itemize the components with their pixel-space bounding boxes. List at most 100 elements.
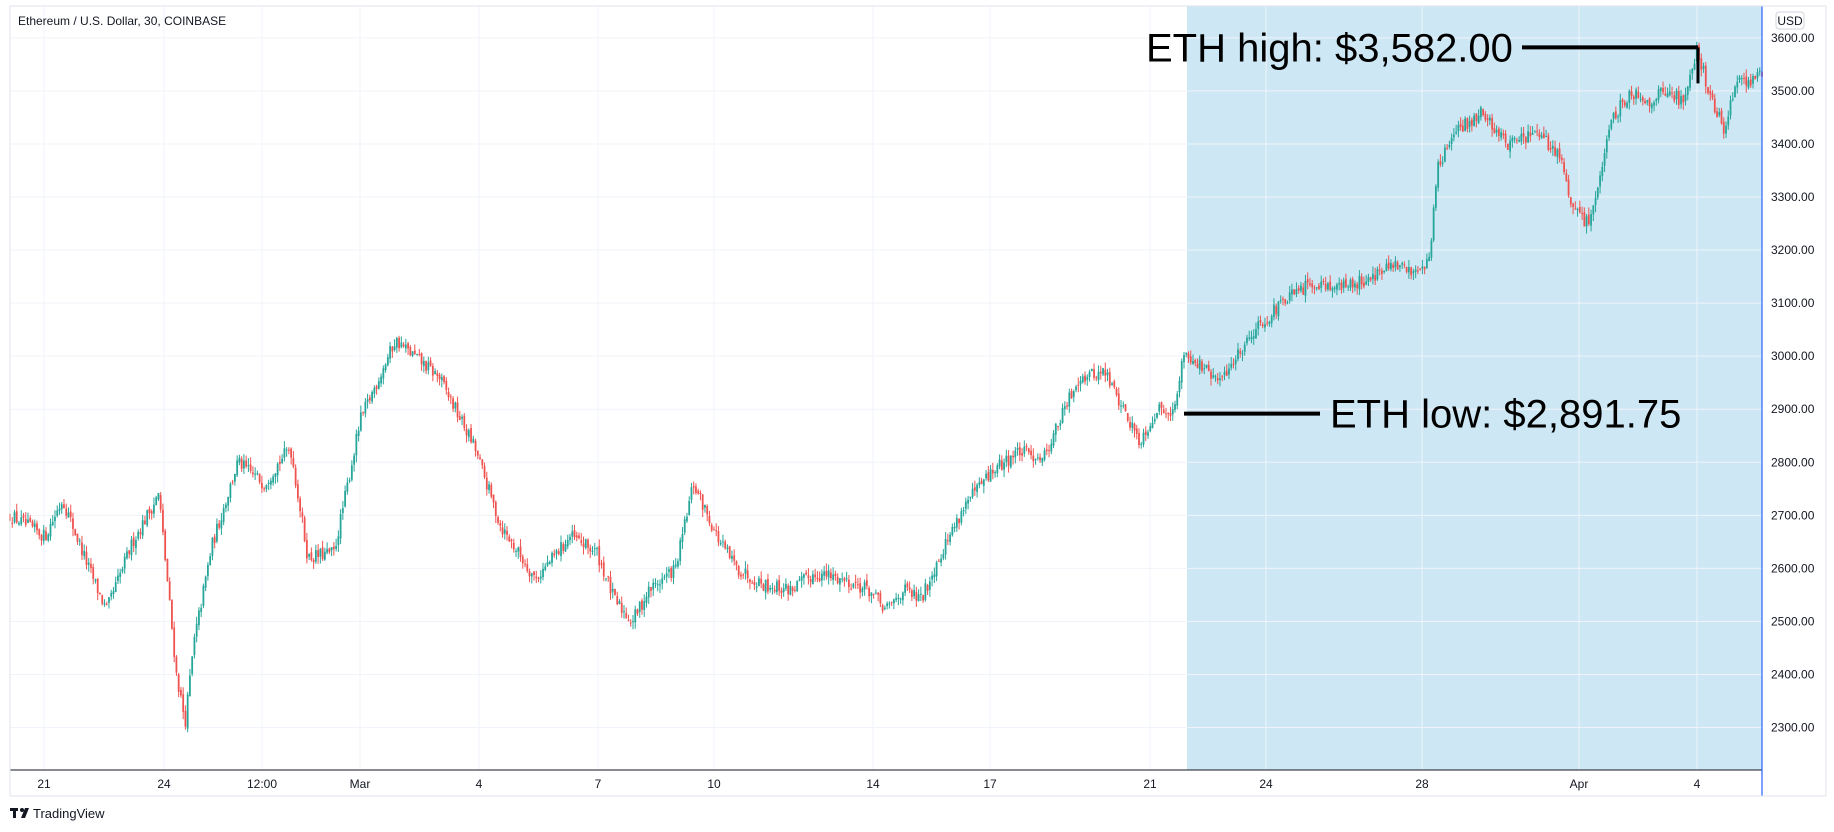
candle-body: [198, 610, 200, 626]
candle-body: [189, 675, 191, 696]
candle-body: [1338, 282, 1341, 285]
candle-body: [200, 607, 203, 613]
candle-body: [946, 540, 949, 542]
candle-body: [173, 627, 176, 657]
candle-body: [623, 611, 625, 613]
candle-body: [1286, 302, 1289, 304]
candle-body: [231, 481, 234, 483]
candle-body: [951, 527, 954, 536]
candle-body: [1578, 207, 1581, 213]
candle-body: [1077, 384, 1080, 386]
candle-body: [1396, 262, 1399, 270]
candle-body: [292, 458, 295, 467]
candle-body: [407, 343, 409, 349]
candle-body: [1405, 267, 1408, 272]
x-tick-label: 28: [1415, 777, 1429, 791]
candle-body: [1117, 393, 1120, 406]
candle-body: [1288, 292, 1291, 301]
candle-body: [1403, 264, 1406, 266]
candle-body: [1365, 281, 1368, 285]
candle-body: [137, 531, 140, 539]
candle-body: [1646, 100, 1649, 103]
candle-body: [216, 523, 218, 542]
candle-body: [456, 402, 459, 418]
candle-body: [1295, 289, 1298, 295]
candle-body: [719, 542, 722, 545]
tradingview-logo-icon[interactable]: [10, 808, 29, 818]
candle-body: [616, 596, 619, 605]
candle-body: [1351, 279, 1354, 288]
candle-body: [659, 584, 661, 586]
candle-body: [117, 575, 119, 581]
candle-body: [411, 351, 414, 356]
candle-body: [254, 473, 257, 475]
candle-body: [1500, 132, 1503, 138]
candle-body: [438, 374, 441, 380]
candle-body: [258, 473, 261, 483]
candle-body: [218, 523, 221, 528]
candle-body: [901, 592, 904, 601]
candle-body: [789, 585, 792, 595]
candle-body: [380, 376, 382, 384]
candle-body: [155, 497, 158, 506]
candle-body: [803, 574, 805, 578]
candle-body: [47, 534, 50, 541]
candle-body: [1313, 287, 1316, 289]
candle-body: [661, 578, 664, 584]
candle-body: [1169, 413, 1172, 416]
candle-body: [856, 584, 859, 586]
candle-body: [809, 579, 812, 583]
candle-body: [364, 401, 367, 414]
candle-body: [285, 449, 288, 451]
candle-body: [1061, 408, 1064, 424]
candle-body: [919, 593, 922, 595]
candle-body: [672, 565, 675, 578]
candle-body: [1416, 270, 1419, 272]
candle-body: [539, 576, 542, 579]
candle-body: [157, 493, 160, 500]
candle-body: [393, 346, 396, 350]
currency-box[interactable]: [1775, 11, 1805, 30]
candle-body: [524, 563, 526, 565]
candle-body: [877, 592, 880, 595]
candle-body: [1097, 371, 1100, 381]
candle-body: [1502, 133, 1505, 136]
candle-body: [144, 520, 146, 525]
candle-body: [1425, 259, 1428, 269]
candle-body: [20, 517, 23, 525]
candle-body: [1207, 364, 1210, 372]
candle-body: [607, 576, 610, 578]
candle-body: [400, 342, 403, 348]
candle-body: [1225, 370, 1228, 376]
candle-body: [847, 579, 850, 588]
candle-body: [1673, 95, 1676, 101]
candle-body: [382, 368, 385, 379]
candle-body: [368, 397, 371, 401]
candle-body: [1126, 413, 1129, 421]
candle-body: [1439, 161, 1442, 165]
candle-body: [211, 537, 214, 556]
candle-body: [1605, 139, 1608, 153]
candle-body: [1329, 281, 1332, 290]
candle-body: [1470, 119, 1473, 126]
candle-body: [1495, 129, 1498, 133]
candle-body: [537, 577, 540, 580]
candle-body: [283, 448, 286, 458]
candle-body: [1518, 139, 1521, 142]
candle-body: [767, 579, 769, 592]
y-tick-label: 3000.00: [1771, 349, 1815, 363]
candle-body: [1430, 240, 1433, 258]
candle-body: [1023, 446, 1026, 454]
candle-body: [1603, 153, 1606, 166]
candle-body: [1059, 422, 1062, 426]
candle-body: [1628, 90, 1631, 103]
candle-body: [1680, 96, 1682, 105]
candle-body: [778, 580, 781, 592]
candle-body: [1623, 101, 1626, 106]
y-tick-label: 2700.00: [1771, 508, 1815, 522]
candle-body: [1342, 280, 1345, 288]
candle-body: [33, 523, 36, 528]
candle-body: [159, 495, 162, 510]
candle-body: [1668, 91, 1671, 96]
candle-body: [1617, 116, 1619, 118]
